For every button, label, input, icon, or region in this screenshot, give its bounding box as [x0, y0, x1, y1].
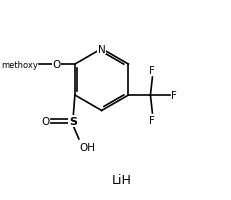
Text: OH: OH: [80, 142, 96, 152]
Text: F: F: [149, 66, 155, 76]
Text: S: S: [69, 116, 77, 126]
Text: N: N: [98, 44, 106, 54]
Text: LiH: LiH: [112, 173, 132, 186]
Text: F: F: [171, 91, 177, 101]
Text: methoxy: methoxy: [1, 60, 38, 69]
Text: F: F: [149, 115, 155, 125]
Text: O: O: [42, 116, 50, 126]
Text: O: O: [53, 60, 61, 70]
